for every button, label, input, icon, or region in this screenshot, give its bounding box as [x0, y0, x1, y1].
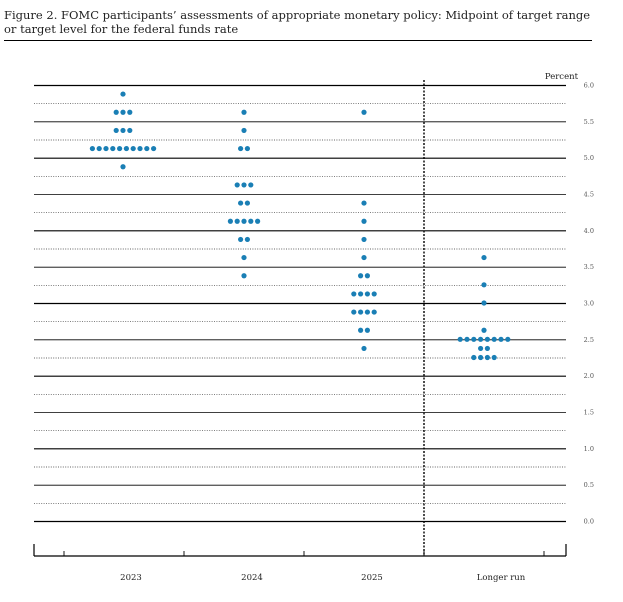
y-tick-label: 1.5	[584, 409, 594, 417]
y-tick-label: 2.5	[584, 336, 594, 344]
x-category-label: 2025	[361, 573, 383, 583]
dot-2025	[351, 309, 357, 315]
y-tick-label: 4.5	[584, 191, 594, 199]
dot-longer-run	[478, 345, 484, 352]
dot-2023	[120, 127, 126, 134]
x-category-label: 2024	[241, 573, 263, 583]
dot-longer-run	[478, 336, 484, 342]
dot-longer-run	[481, 282, 487, 288]
dot-2025	[364, 327, 370, 333]
dot-2023	[117, 145, 123, 152]
dot-2024	[227, 218, 233, 224]
dot-2025	[358, 309, 364, 315]
y-tick-label: 5.5	[584, 118, 594, 126]
dot-2023	[113, 127, 119, 134]
dot-2023	[89, 145, 95, 152]
dot-2023	[120, 91, 126, 97]
dot-longer-run	[484, 354, 490, 361]
y-tick-label: 3.0	[584, 300, 594, 308]
y-tick-label: 0.5	[584, 481, 594, 489]
dot-2024	[244, 236, 250, 243]
dot-2025	[361, 345, 367, 352]
dot-longer-run	[491, 336, 497, 342]
dot-2024	[238, 200, 244, 206]
dot-2024	[238, 236, 244, 243]
figure-title-line-2: or target level for the federal funds ra…	[4, 22, 239, 36]
dot-2025	[371, 291, 377, 297]
dot-2025	[361, 236, 367, 243]
dot-2024	[255, 218, 261, 224]
dot-2023	[96, 145, 102, 152]
x-category-label: 2023	[120, 573, 142, 583]
dot-2024	[248, 182, 254, 188]
dot-2023	[103, 145, 109, 152]
y-tick-label: 4.0	[584, 227, 594, 235]
dot-longer-run	[471, 354, 477, 361]
figure-title: Figure 2. FOMC participants’ assessments…	[4, 8, 604, 36]
dot-longer-run	[481, 254, 487, 261]
dot-2024	[241, 273, 247, 279]
y-tick-label: 3.5	[584, 263, 594, 271]
dot-2024	[238, 145, 244, 152]
y-tick-label: 5.0	[584, 154, 594, 162]
x-category-label: Longer run	[477, 573, 526, 583]
dot-longer-run	[484, 336, 490, 342]
dot-2024	[241, 254, 247, 261]
dot-2024	[241, 182, 247, 188]
dot-2025	[351, 291, 357, 297]
dot-2024	[248, 218, 254, 224]
dot-longer-run	[498, 336, 504, 342]
dot-2024	[234, 218, 240, 224]
dot-2024	[234, 182, 240, 188]
dot-longer-run	[481, 300, 487, 306]
dot-2025	[361, 254, 367, 261]
dot-2025	[361, 109, 367, 115]
dot-2025	[361, 218, 367, 224]
dot-longer-run	[505, 336, 511, 342]
dot-longer-run	[481, 327, 487, 333]
dot-2024	[244, 200, 250, 206]
figure-title-line-1: Figure 2. FOMC participants’ assessments…	[4, 8, 591, 22]
dot-longer-run	[464, 336, 470, 342]
dot-2024	[241, 109, 247, 115]
dot-longer-run	[471, 336, 477, 342]
y-tick-label: 0.0	[584, 518, 594, 526]
dot-2025	[361, 200, 367, 206]
y-axis-label: Percent	[545, 72, 579, 82]
dot-2024	[241, 218, 247, 224]
title-rule	[4, 40, 592, 41]
dot-2025	[371, 309, 377, 315]
dot-2025	[358, 327, 364, 333]
y-tick-labels: 6.0 5.5 5.0 4.5 4.0 3.5 3.0 2.5 2.0 1.5 1.0 0.5 0.0	[584, 82, 594, 526]
y-tick-label: 1.0	[584, 445, 594, 453]
dot-2024	[241, 127, 247, 134]
grid-lines	[34, 80, 566, 556]
dot-2023	[144, 145, 150, 152]
dot-2023	[120, 109, 126, 115]
x-axis: 2023 2024 2025 Longer run	[33, 544, 567, 583]
dot-2024	[244, 145, 250, 152]
dot-longer-run	[457, 336, 463, 342]
y-tick-label: 2.0	[584, 372, 594, 380]
dot-2023	[120, 164, 126, 170]
dot-2025	[358, 273, 364, 279]
dot-2023	[127, 109, 133, 115]
dot-longer-run	[491, 354, 497, 361]
dot-2025	[364, 291, 370, 297]
dots	[89, 91, 511, 361]
dot-2023	[137, 145, 143, 152]
dot-2023	[127, 127, 133, 134]
dot-longer-run	[478, 354, 484, 361]
dot-2025	[364, 309, 370, 315]
dot-2023	[130, 145, 136, 152]
y-tick-label: 6.0	[584, 82, 594, 90]
dot-2023	[113, 109, 119, 115]
dot-2023	[110, 145, 116, 152]
dot-2025	[364, 273, 370, 279]
dot-2023	[151, 145, 157, 152]
dot-longer-run	[484, 345, 490, 352]
dot-2023	[123, 145, 129, 152]
dot-2025	[358, 291, 364, 297]
